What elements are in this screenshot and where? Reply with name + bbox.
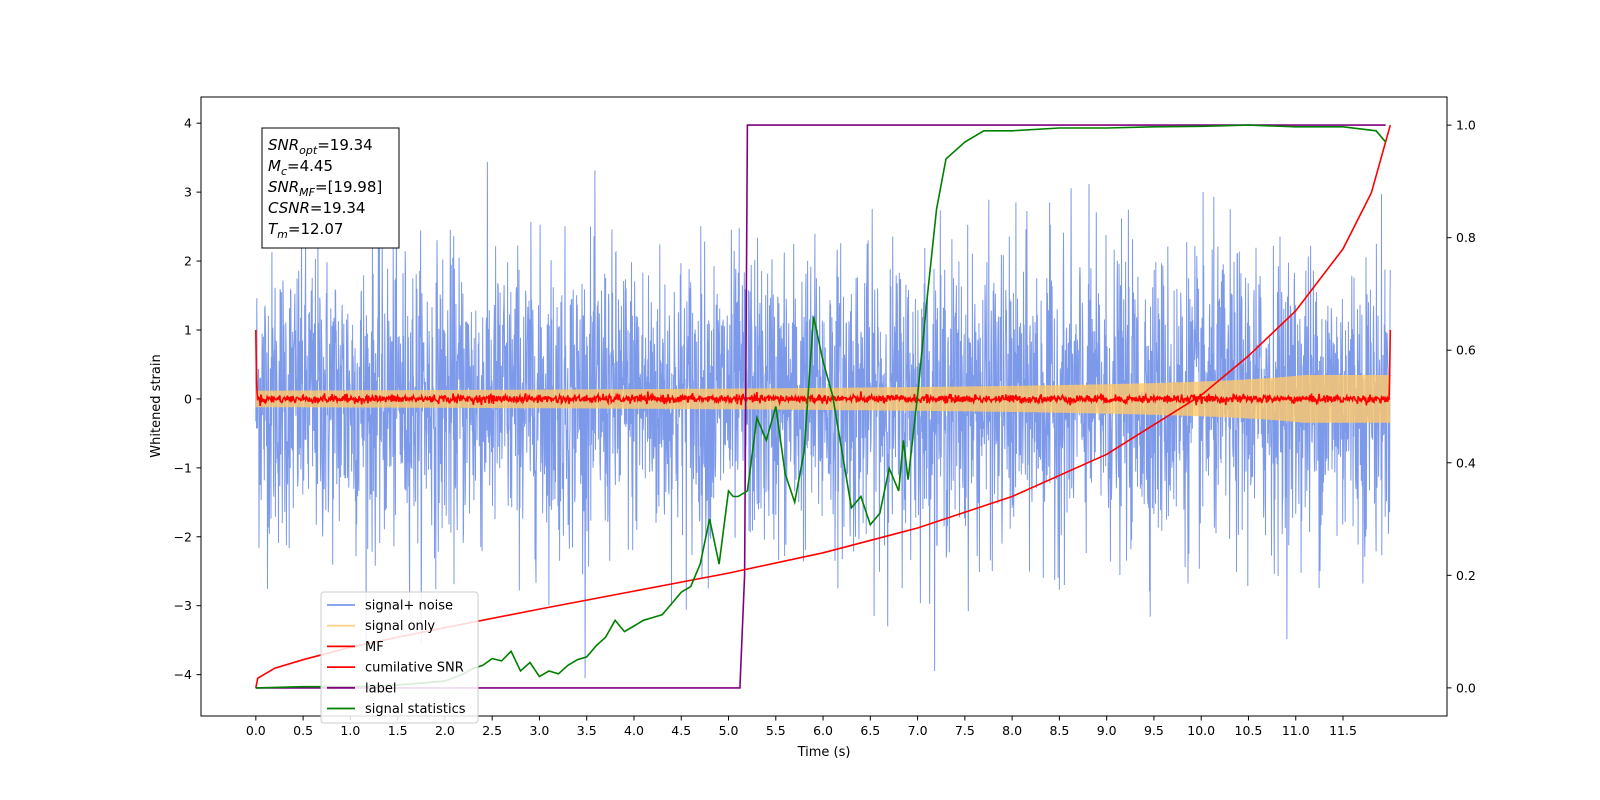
y-tick-label: 4 — [184, 116, 192, 131]
x-tick-label: 4.5 — [671, 723, 691, 738]
x-tick-label: 2.0 — [435, 723, 455, 738]
x-tick-label: 5.0 — [719, 723, 739, 738]
legend-label: cumilative SNR — [365, 661, 464, 676]
x-tick-label: 10.5 — [1235, 723, 1263, 738]
x-tick-label: 6.5 — [860, 723, 880, 738]
x-axis-label: Time (s) — [797, 745, 851, 760]
plot-frame — [200, 96, 1448, 717]
x-tick-label: 7.5 — [955, 723, 975, 738]
y2-tick-label: 0.0 — [1456, 680, 1476, 695]
y-tick-label: −4 — [174, 667, 192, 682]
x-tick-label: 0.0 — [246, 723, 266, 738]
x-tick-label: 9.5 — [1144, 723, 1164, 738]
legend-label: MF — [365, 640, 384, 655]
y2-tick-label: 0.2 — [1456, 568, 1476, 583]
series-label — [255, 124, 1386, 689]
legend-label: signal+ noise — [365, 599, 453, 614]
y-tick-label: 1 — [184, 322, 192, 337]
x-tick-label: 9.0 — [1097, 723, 1117, 738]
y-tick-label: 0 — [184, 391, 192, 406]
x-tick-label: 10.0 — [1187, 723, 1215, 738]
y-tick-label: −3 — [174, 598, 192, 613]
series-signal-plus-noise — [255, 161, 1391, 679]
x-tick-label: 5.5 — [766, 723, 786, 738]
y-axis: −4 −3 −2 −1 0 1 2 3 4 — [174, 116, 201, 682]
legend-frame — [320, 591, 479, 724]
annotation-line: Tm=12.07 — [268, 220, 343, 241]
x-tick-label: 6.0 — [813, 723, 833, 738]
annotation-line: Mc=4.45 — [268, 157, 333, 178]
legend-label: signal only — [365, 619, 435, 634]
legend-label: signal statistics — [365, 702, 466, 717]
legend: signal+ noise signal only MF cumilative SNR… — [320, 591, 479, 724]
y-axis-label: Whitened strain — [149, 354, 164, 457]
x-tick-label: 2.5 — [482, 723, 502, 738]
x-tick-label: 8.5 — [1049, 723, 1069, 738]
y-tick-label: −2 — [174, 529, 192, 544]
x-axis: 0.0 0.5 1.0 1.5 2.0 2.5 3.0 3.5 4.0 4.5 5.0 5.5 6.0 6… — [246, 716, 1357, 738]
annotation-line: SNRopt=19.34 — [268, 136, 373, 157]
series-signal-statistics — [255, 124, 1387, 689]
y-tick-label: 3 — [184, 185, 192, 200]
x-tick-label: 4.0 — [624, 723, 644, 738]
x-tick-label: 3.0 — [529, 723, 549, 738]
y-tick-label: 2 — [184, 254, 192, 269]
x-tick-label: 1.5 — [388, 723, 408, 738]
annotation-frame — [261, 127, 400, 249]
x-tick-label: 1.0 — [340, 723, 360, 738]
series-cumilative-SNR — [255, 124, 1392, 689]
x-tick-label: 7.0 — [908, 723, 928, 738]
y2-tick-label: 0.6 — [1456, 343, 1476, 358]
x-tick-label: 11.5 — [1329, 723, 1357, 738]
series-mf — [255, 329, 1392, 407]
y2-axis: 0.0 0.2 0.4 0.6 0.8 1.0 — [1447, 118, 1476, 695]
x-tick-label: 8.0 — [1002, 723, 1022, 738]
annotation-box: SNRopt=19.34Mc=4.45SNRMF=[19.98]CSNR=19.… — [261, 127, 400, 249]
y2-tick-label: 1.0 — [1456, 118, 1476, 133]
y-tick-label: −1 — [174, 460, 192, 475]
x-tick-label: 0.5 — [293, 723, 313, 738]
annotation-line: SNRMF=[19.98] — [268, 178, 382, 199]
x-tick-label: 3.5 — [577, 723, 597, 738]
y2-tick-label: 0.8 — [1456, 230, 1476, 245]
plot-area — [255, 124, 1392, 689]
legend-label: label — [365, 681, 396, 696]
annotation-line: CSNR=19.34 — [268, 199, 365, 217]
y2-tick-label: 0.4 — [1456, 455, 1476, 470]
x-tick-label: 11.0 — [1282, 723, 1310, 738]
